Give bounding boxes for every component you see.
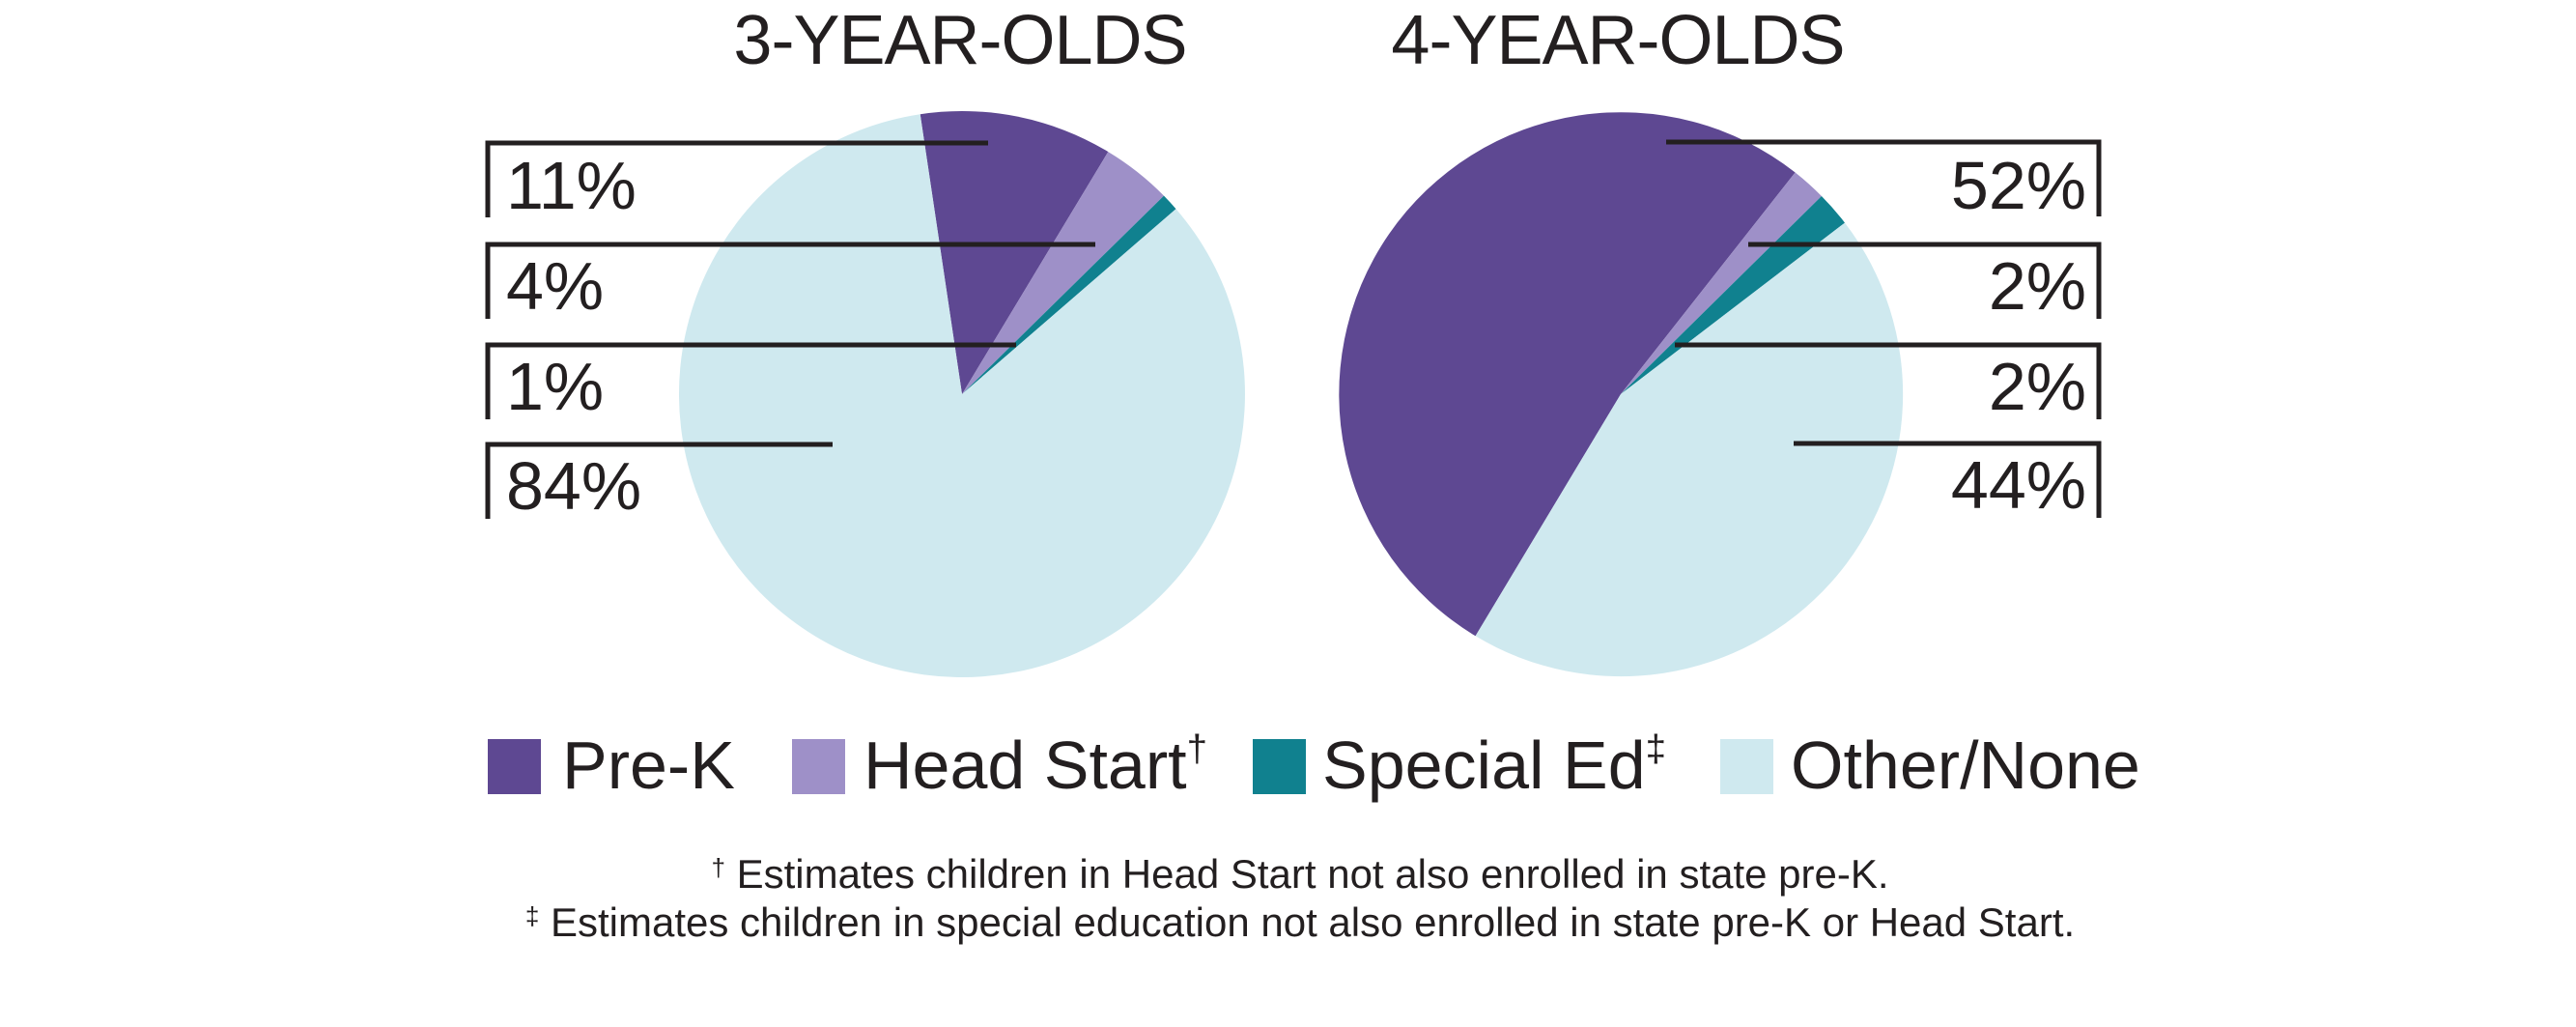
- footnote-special-ed: ‡ Estimates children in special educatio…: [334, 902, 2266, 943]
- label-4yo-special-ed: 2%: [1988, 349, 2086, 424]
- pie-0-leader-line-3: [485, 442, 833, 519]
- dagger-marker: †: [711, 853, 725, 882]
- dagger-marker: †: [1186, 728, 1208, 770]
- label-4yo-head-start: 2%: [1988, 248, 2086, 324]
- label-3yo-head-start: 4%: [506, 248, 605, 324]
- pie-1-slice-other-none: [1475, 222, 1904, 677]
- pie-1-leader-line-1: [1748, 242, 2102, 319]
- label-3yo-pre-k: 11%: [506, 148, 637, 223]
- pie-1-slice-head-start: [1621, 172, 1822, 394]
- label-4yo-other-none: 44%: [1950, 447, 2086, 523]
- pie-0-slice-pre-k: [920, 110, 1109, 394]
- legend-label-special-ed-text: Special Ed: [1322, 727, 1646, 803]
- double-dagger-marker: ‡: [524, 901, 540, 930]
- label-3yo-other-none: 84%: [506, 448, 642, 524]
- footnote-head-start: † Estimates children in Head Start not a…: [334, 854, 2266, 895]
- pie-title-4-year-olds: 4-YEAR-OLDS: [1391, 2, 1845, 79]
- label-3yo-special-ed: 1%: [506, 349, 605, 424]
- legend-label-head-start-text: Head Start: [863, 727, 1187, 803]
- pie-0-slice-head-start: [962, 152, 1164, 394]
- legend-swatch-special-ed: [1253, 739, 1306, 794]
- legend-label-pre-k: Pre-K: [562, 731, 735, 799]
- legend-label-head-start: Head Start†: [863, 728, 1208, 799]
- legend-swatch-head-start: [792, 739, 845, 794]
- pie-1-leader-line-0: [1666, 139, 2102, 216]
- pie-0-leader-line-2: [485, 342, 1016, 419]
- label-4yo-pre-k: 52%: [1950, 148, 2086, 223]
- pie-title-3-year-olds: 3-YEAR-OLDS: [733, 2, 1187, 79]
- footnote-special-ed-text: Estimates children in special education …: [539, 899, 2076, 945]
- double-dagger-marker: ‡: [1645, 728, 1667, 770]
- legend-label-pre-k-text: Pre-K: [562, 727, 735, 803]
- pie-1-leader-line-2: [1675, 342, 2102, 419]
- legend-swatch-pre-k: [488, 739, 541, 794]
- pie-0-slice-other-none: [678, 114, 1245, 677]
- legend-swatch-other-none: [1720, 739, 1773, 794]
- pie-1-leader-line-3: [1794, 441, 2102, 518]
- legend-label-other-none-text: Other/None: [1791, 727, 2140, 803]
- legend-label-other-none: Other/None: [1791, 731, 2140, 799]
- pie-0-leader-line-0: [485, 140, 988, 217]
- pie-1-slice-pre-k: [1339, 112, 1796, 637]
- legend-label-special-ed: Special Ed‡: [1322, 728, 1667, 799]
- footnote-head-start-text: Estimates children in Head Start not als…: [724, 851, 1889, 897]
- pie-0-leader-line-1: [485, 242, 1095, 319]
